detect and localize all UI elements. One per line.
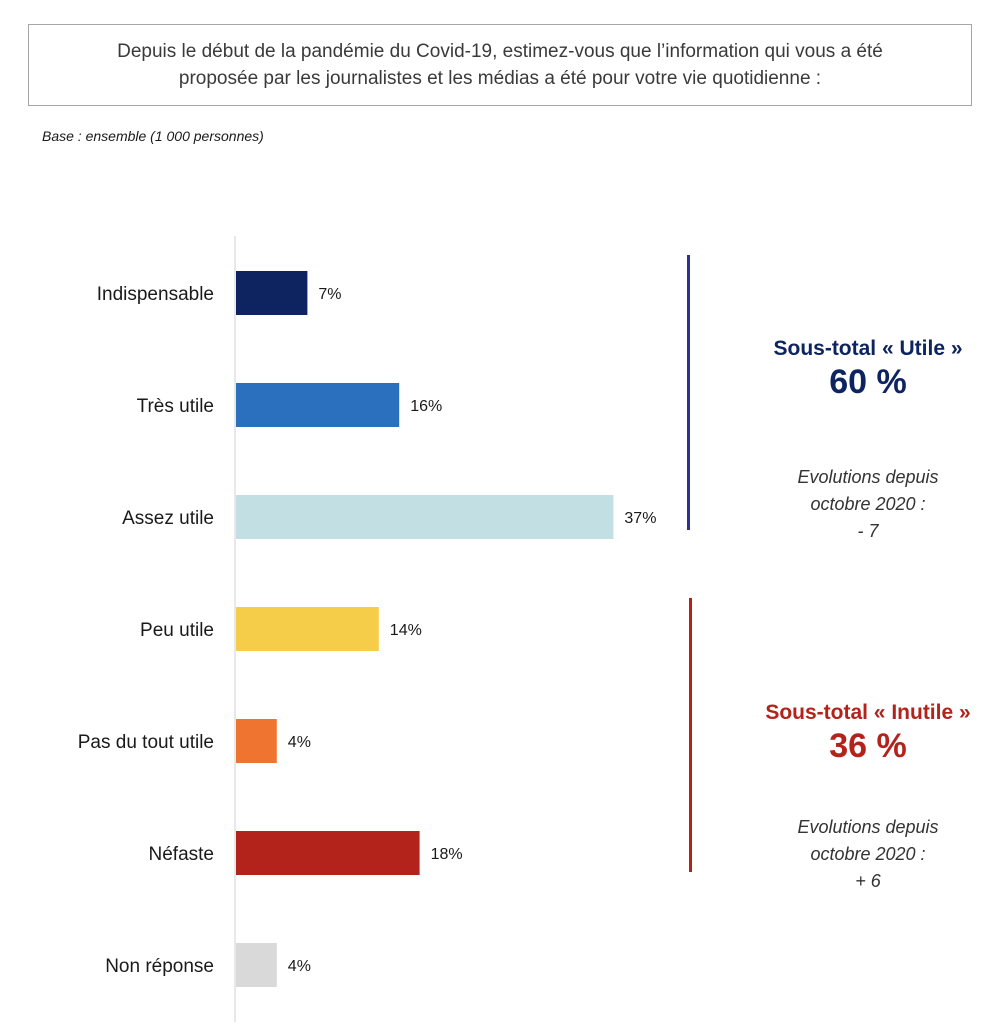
category-label: Très utile xyxy=(137,396,214,417)
value-label: 7% xyxy=(318,286,341,303)
bar xyxy=(236,495,614,539)
evolution-utile-line-3: - 7 xyxy=(857,521,879,541)
subtotal-utile: Sous-total « Utile » 60 % xyxy=(738,337,998,402)
value-label: 18% xyxy=(431,846,463,863)
category-label: Indispensable xyxy=(97,284,214,305)
value-label: 4% xyxy=(288,958,311,975)
evolution-inutile-line-2: octobre 2020 : xyxy=(810,844,926,864)
evolution-utile-line-2: octobre 2020 : xyxy=(810,494,926,514)
category-label: Peu utile xyxy=(140,620,214,641)
value-label: 37% xyxy=(624,510,656,527)
value-label: 16% xyxy=(410,398,442,415)
question-box: Depuis le début de la pandémie du Covid-… xyxy=(28,24,972,106)
category-label: Assez utile xyxy=(122,508,214,529)
bar xyxy=(236,719,277,763)
base-note: Base : ensemble (1 000 personnes) xyxy=(42,128,264,144)
subtotal-inutile-value: 36 % xyxy=(829,727,907,765)
value-label: 4% xyxy=(288,734,311,751)
evolution-inutile-line-1: Evolutions depuis xyxy=(797,817,939,837)
subtotal-inutile-title: Sous-total « Inutile » xyxy=(765,701,971,724)
bar xyxy=(236,607,379,651)
evolution-inutile-line-3: + 6 xyxy=(855,871,881,891)
subtotal-utile-value: 60 % xyxy=(829,363,907,401)
bar xyxy=(236,943,277,987)
bracket-inutile xyxy=(689,598,692,872)
evolution-inutile: Evolutions depuis octobre 2020 : + 6 xyxy=(748,814,988,895)
bar xyxy=(236,271,308,315)
question-line-1: Depuis le début de la pandémie du Covid-… xyxy=(117,41,883,62)
evolution-utile: Evolutions depuis octobre 2020 : - 7 xyxy=(748,464,988,545)
evolution-utile-line-1: Evolutions depuis xyxy=(797,467,939,487)
subtotal-inutile: Sous-total « Inutile » 36 % xyxy=(738,701,998,766)
bar xyxy=(236,831,420,875)
subtotal-utile-title: Sous-total « Utile » xyxy=(773,337,963,360)
category-label: Néfaste xyxy=(149,844,214,865)
question-line-2: proposée par les journalistes et les méd… xyxy=(178,68,822,89)
category-label: Pas du tout utile xyxy=(78,732,214,753)
bar xyxy=(236,383,400,427)
category-label: Non réponse xyxy=(105,956,214,977)
bracket-utile xyxy=(687,255,690,530)
value-label: 14% xyxy=(390,622,422,639)
